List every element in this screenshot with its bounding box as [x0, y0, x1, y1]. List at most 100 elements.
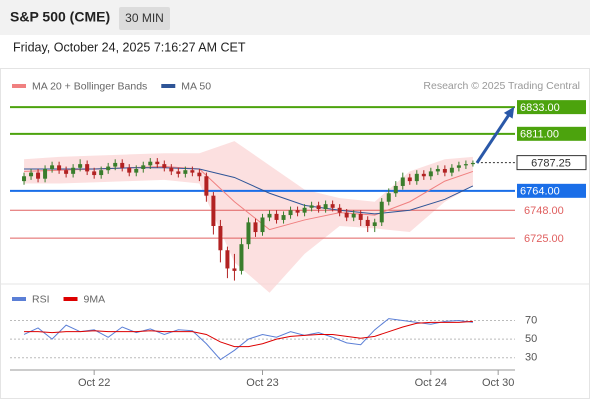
x-tick-label: Oct 23 [246, 377, 278, 389]
level-label: 6787.25 [531, 158, 571, 170]
y-tick-label: 50 [525, 333, 537, 345]
bollinger-band [24, 141, 473, 293]
candle-body [365, 219, 370, 226]
top-bar [0, 0, 590, 35]
timestamp: Friday, October 24, 2025 7:16:27 AM CET [13, 40, 246, 54]
candle-body [43, 168, 48, 179]
candle-body [204, 176, 209, 196]
candle-body [29, 172, 34, 177]
candle-body [309, 205, 314, 208]
candle-body [232, 268, 237, 271]
level-box [517, 183, 586, 198]
legend-label: RSI [32, 293, 50, 305]
forecast-arrow-head [503, 106, 515, 119]
candle-body [463, 164, 468, 166]
candle-body [379, 201, 384, 223]
forecast-arrow [475, 109, 514, 164]
candle-body [78, 164, 83, 168]
instrument-title: S&P 500 (CME) [10, 9, 110, 25]
legend-swatch [161, 84, 176, 88]
candle-body [190, 170, 195, 173]
x-tick-label: Oct 24 [415, 377, 447, 389]
candle-body [407, 177, 412, 182]
candle-body [323, 204, 328, 210]
candle-body [106, 166, 111, 171]
candle-body [127, 167, 132, 173]
candle-body [260, 217, 265, 233]
candle-body [36, 172, 41, 179]
candle-body [99, 170, 104, 176]
candle-body [386, 193, 391, 202]
candle-body [246, 222, 251, 245]
candle-body [358, 213, 363, 220]
candle-body [456, 165, 461, 168]
candle-body [421, 173, 426, 177]
level-box [517, 100, 586, 115]
candle-body [92, 171, 97, 176]
x-tick-label: Oct 22 [78, 377, 110, 389]
candle-body [288, 210, 293, 216]
level-box [517, 126, 586, 141]
candle-body [85, 164, 90, 172]
candle-body [113, 162, 118, 167]
candle-body [183, 170, 188, 174]
legend-label: MA 20 + Bollinger Bands [32, 80, 147, 92]
level-box [516, 155, 587, 171]
candle-body [57, 165, 62, 171]
rsi-line [23, 318, 473, 361]
legend-label: MA 50 [181, 80, 211, 92]
candle-body [330, 204, 335, 208]
candle-body [134, 168, 139, 173]
candle-body [218, 225, 223, 251]
candle-body [22, 176, 27, 182]
candle-body [295, 210, 300, 213]
candle-body [449, 167, 454, 173]
legend-label: 9MA [84, 293, 106, 305]
legend-swatch [12, 297, 26, 301]
credit: Research © 2025 Trading Central [423, 80, 580, 92]
candle-body [120, 162, 125, 168]
candle-body [337, 207, 342, 213]
candle-body [148, 161, 153, 166]
candle-body [428, 171, 433, 177]
rsi-line [24, 320, 473, 348]
moving-average [24, 167, 474, 215]
x-tick-label: Oct 30 [482, 377, 514, 389]
candle-body [155, 161, 160, 165]
candle-body [253, 222, 258, 233]
y-tick-label: 30 [525, 352, 537, 364]
candle-body [351, 213, 356, 218]
candle-body [372, 222, 377, 226]
candle-body [316, 205, 321, 210]
candle-body [197, 172, 202, 177]
candle-body [211, 195, 216, 226]
level-label: 6833.00 [520, 102, 560, 114]
candle-body [267, 213, 272, 218]
candle-body [64, 170, 69, 174]
candle-body [414, 173, 419, 182]
legend-swatch [63, 297, 78, 301]
candle-body [225, 250, 230, 269]
level-label: 6725.00 [524, 233, 564, 245]
candle-body [71, 167, 76, 174]
candle-body [239, 244, 244, 271]
candle-body [442, 168, 447, 173]
candle-body [176, 171, 181, 174]
interval-badge[interactable] [119, 7, 170, 30]
candle-body [400, 177, 405, 186]
candle-body [274, 213, 279, 220]
level-label: 6748.00 [524, 205, 564, 217]
candle-body [50, 165, 55, 169]
candle-body [393, 185, 398, 194]
candle-body [162, 164, 167, 168]
candle-body [169, 167, 174, 172]
candle-body [435, 168, 440, 172]
candle-body [302, 207, 307, 213]
level-label: 6811.00 [520, 129, 559, 141]
level-label: 6764.00 [520, 186, 560, 198]
legend-swatch [12, 84, 26, 88]
interval-label[interactable]: 30 MIN [125, 11, 164, 25]
candle-body [141, 165, 146, 169]
candle-body [470, 162, 475, 165]
